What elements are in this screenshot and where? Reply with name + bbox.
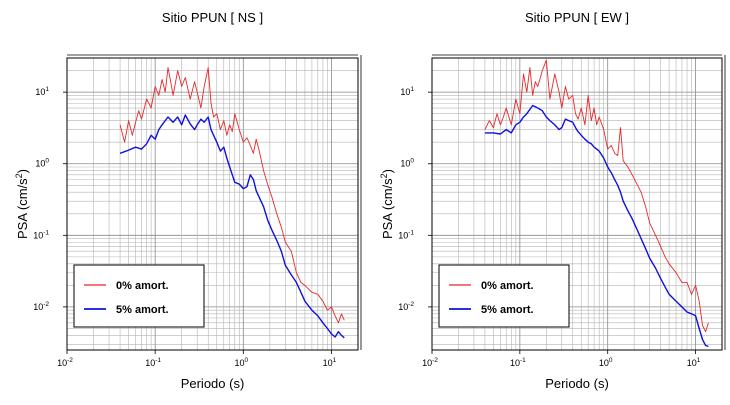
legend-label-1: 0% amort. [481,280,534,292]
y-axis-label-exponent: 2 [379,173,389,178]
series-line-1 [119,67,345,324]
legend: 0% amort. 5% amort. [73,264,205,328]
y-tick-exponent: -1 [408,229,414,236]
y-tick-label: 101 [35,86,49,97]
y-tick-exponent: 0 [45,158,49,165]
y-tick-exponent: 1 [45,86,49,93]
series-line-2 [119,114,345,339]
series-line-1 [484,59,709,333]
legend-box [438,264,570,328]
y-tick-label: 10-2 [398,301,414,312]
y-axis-label: PSA (cm/s2) [379,169,395,239]
y-tick-exponent: 1 [410,86,414,93]
y-tick-label: 101 [400,86,414,97]
x-axis-label: Periodo (s) [545,376,609,391]
y-tick-exponent: 0 [410,158,414,165]
x-tick-label: 100 [234,357,248,368]
x-tick-label: 10-2 [422,357,438,368]
y-axis-label-base: PSA (cm/s [15,178,30,239]
y-axis-label-end: ) [380,169,395,173]
x-tick-exponent: 1 [333,357,337,364]
y-tick-label: 10-1 [33,229,49,240]
y-tick-exponent: -1 [43,229,49,236]
y-tick-label: 100 [400,158,414,169]
x-tick-label: 101 [687,357,701,368]
x-tick-exponent: -2 [432,357,438,364]
y-tick-label: 10-2 [33,301,49,312]
y-axis-label: PSA (cm/s2) [14,169,30,239]
x-axis-label: Periodo (s) [181,376,245,391]
x-tick-label: 100 [599,357,613,368]
x-tick-exponent: 0 [245,357,249,364]
plot-frame [431,57,723,351]
y-axis-label-exponent: 2 [14,173,24,178]
x-tick-label: 10-1 [145,357,161,368]
legend: 0% amort. 5% amort. [438,264,570,328]
x-tick-label: 10-1 [510,357,526,368]
x-tick-label: 101 [323,357,337,368]
y-tick-exponent: -2 [408,301,414,308]
legend-label-2: 5% amort. [116,304,169,316]
chart-panel-2: Sitio PPUN [ EW ]10-2 10-1 100 10110-210-11… [379,10,726,391]
y-tick-label: 10-1 [398,229,414,240]
series-line-2 [484,104,709,348]
x-tick-exponent: -1 [520,357,526,364]
y-tick-label: 100 [35,158,49,169]
x-tick-exponent: -2 [67,357,73,364]
grid [432,58,722,350]
x-tick-label: 10-2 [57,357,73,368]
x-tick-exponent: -1 [155,357,161,364]
x-tick-exponent: 1 [697,357,701,364]
legend-label-2: 5% amort. [481,304,534,316]
chart-panel-1: Sitio PPUN [ NS ]10-2 10-1 100 10110-210-11… [14,10,362,391]
legend-label-1: 0% amort. [116,280,169,292]
x-tick-exponent: 0 [609,357,613,364]
plot-frame [66,57,359,351]
chart-title: Sitio PPUN [ NS ] [162,10,263,25]
chart-title: Sitio PPUN [ EW ] [525,10,629,25]
y-axis-label-base: PSA (cm/s [380,178,395,239]
y-axis-label-end: ) [15,169,30,173]
legend-box [73,264,205,328]
y-tick-exponent: -2 [43,301,49,308]
